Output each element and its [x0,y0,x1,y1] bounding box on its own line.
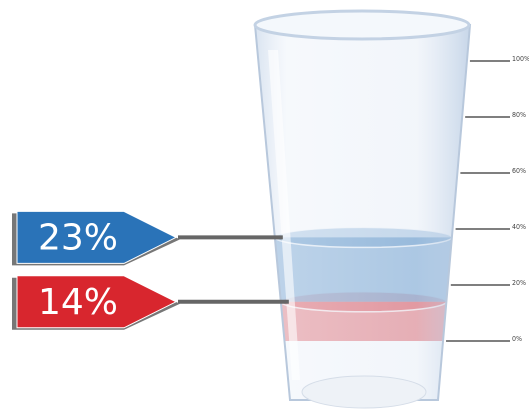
glass-base [301,375,427,409]
y-tick-label: 20% [512,279,526,287]
y-tick-label: 40% [512,223,526,231]
y-tick-label: 0% [512,335,522,343]
value-label: 23% [38,217,118,258]
label-tag [16,275,178,329]
y-tick-label: 100% [512,55,529,63]
glass-rim [253,9,471,41]
y-tick-label: 80% [512,111,526,119]
glass-highlight [268,50,300,380]
y-tick-label: 60% [512,167,526,175]
value-label: 14% [38,282,118,323]
label-tag [16,210,178,264]
